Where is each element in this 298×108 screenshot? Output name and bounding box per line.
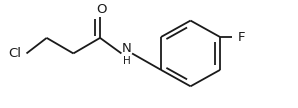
- Text: N: N: [122, 42, 132, 55]
- Text: H: H: [123, 56, 131, 66]
- Text: O: O: [96, 3, 107, 16]
- Text: F: F: [238, 30, 245, 44]
- Text: Cl: Cl: [8, 47, 21, 60]
